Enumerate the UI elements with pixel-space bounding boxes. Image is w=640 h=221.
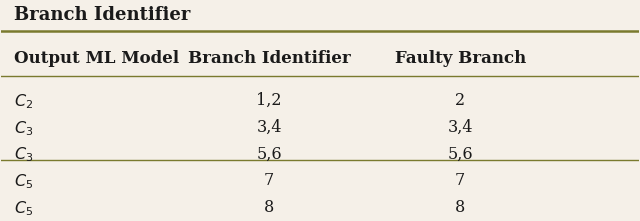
Text: $C_3$: $C_3$ <box>14 146 33 164</box>
Text: 5,6: 5,6 <box>256 146 282 163</box>
Text: $C_2$: $C_2$ <box>14 92 33 111</box>
Text: 3,4: 3,4 <box>447 119 473 136</box>
Text: $C_5$: $C_5$ <box>14 172 33 191</box>
Text: Output ML Model: Output ML Model <box>14 50 179 67</box>
Text: $C_5$: $C_5$ <box>14 199 33 218</box>
Text: Branch Identifier: Branch Identifier <box>14 6 191 24</box>
Text: 5,6: 5,6 <box>447 146 473 163</box>
Text: $C_3$: $C_3$ <box>14 119 33 138</box>
Text: 3,4: 3,4 <box>256 119 282 136</box>
Text: 8: 8 <box>264 199 274 216</box>
Text: Branch Identifier: Branch Identifier <box>188 50 350 67</box>
Text: 8: 8 <box>455 199 465 216</box>
Text: 1,2: 1,2 <box>256 92 282 109</box>
Text: 2: 2 <box>455 92 465 109</box>
Text: 7: 7 <box>455 172 465 189</box>
Text: 7: 7 <box>264 172 274 189</box>
Text: Faulty Branch: Faulty Branch <box>395 50 526 67</box>
